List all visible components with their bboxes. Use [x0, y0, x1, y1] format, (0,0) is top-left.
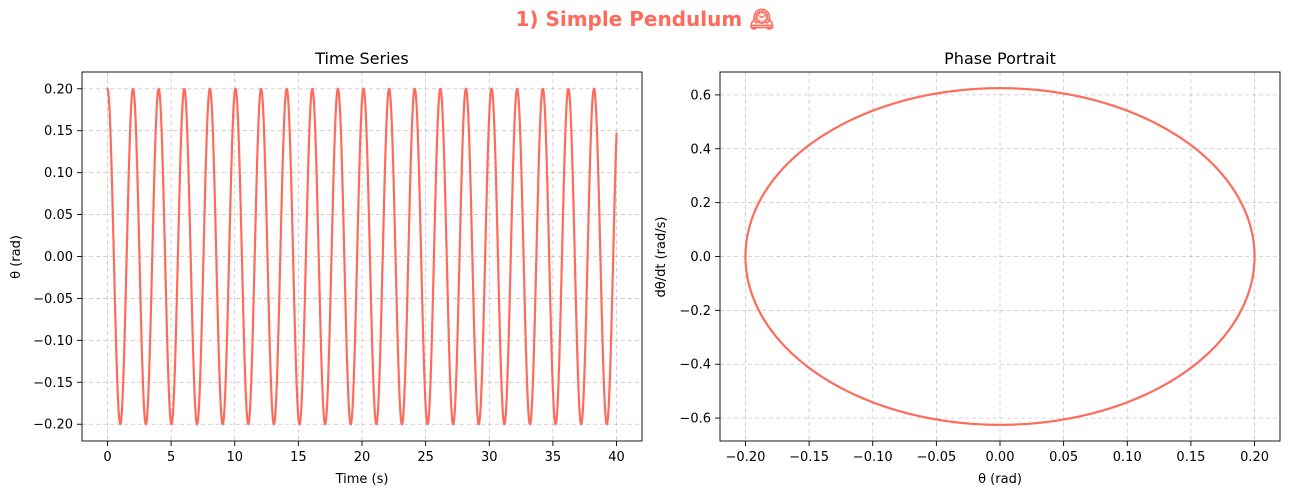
time-series-xtick-label-4: 20: [354, 450, 371, 465]
time-series-line-0: [106, 87, 618, 426]
phase-portrait-xtick-label-5: 0.05: [1049, 450, 1078, 465]
time-series-xtick-label-8: 40: [608, 450, 625, 465]
time-series-xlabel: Time (s): [335, 472, 389, 487]
time-series-ytick-label-6: 0.10: [44, 166, 73, 181]
phase-portrait-ylabel: dθ/dt (rad/s): [654, 217, 669, 298]
time-series-ytick-label-4: 0.00: [44, 250, 73, 265]
phase-portrait-title: Phase Portrait: [944, 49, 1056, 68]
phase-portrait-ytick-label-3: 0.0: [690, 250, 711, 265]
phase-portrait-xtick-label-2: −0.10: [853, 450, 893, 465]
phase-portrait-ytick-label-5: 0.4: [690, 142, 711, 157]
phase-portrait-ytick-label-0: −0.6: [679, 412, 711, 427]
time-series-xtick-label-1: 5: [167, 450, 175, 465]
time-series-axes: Time Series 0 5 10 15 20 25 30 35 40 −0.20 −0.15 −0…: [9, 49, 643, 487]
time-series-ytick-label-0: −0.20: [33, 418, 73, 433]
time-series-xtick-label-2: 10: [226, 450, 243, 465]
phase-portrait-ytick-label-6: 0.6: [690, 88, 711, 103]
phase-portrait-ytick-label-4: 0.2: [690, 196, 711, 211]
time-series-ytick-label-3: −0.05: [33, 292, 73, 307]
phase-portrait-xtick-label-6: 0.10: [1113, 450, 1142, 465]
phase-portrait-axes: Phase Portrait −0.20 −0.15 −0.10 −0.05 0.00 0…: [654, 49, 1281, 487]
phase-portrait-line-0: [744, 87, 1256, 426]
time-series-xtick-label-0: 0: [103, 450, 111, 465]
time-series-xtick-label-3: 15: [290, 450, 307, 465]
phase-portrait-xtick-label-3: −0.05: [916, 450, 956, 465]
time-series-ytick-label-7: 0.15: [44, 124, 73, 139]
phase-portrait-series: [744, 87, 1256, 426]
time-series-ylabel: θ (rad): [9, 235, 24, 279]
time-series-ytick-label-5: 0.05: [44, 208, 73, 223]
phase-portrait-ticks: −0.20 −0.15 −0.10 −0.05 0.00 0.05 0.10 0.15 0.20…: [679, 88, 1269, 465]
phase-portrait-xtick-label-8: 0.20: [1240, 450, 1269, 465]
phase-portrait-ytick-label-1: −0.4: [679, 358, 711, 373]
time-series-ytick-label-2: −0.10: [33, 334, 73, 349]
phase-portrait-xtick-label-0: −0.20: [726, 450, 766, 465]
time-series-ticks: 0 5 10 15 20 25 30 35 40 −0.20 −0.15 −0.10 −0.05 0.00…: [33, 82, 625, 465]
time-series-ytick-label-8: 0.20: [44, 82, 73, 97]
phase-portrait-ytick-label-2: −0.2: [679, 304, 711, 319]
phase-portrait-xlabel: θ (rad): [978, 472, 1022, 487]
phase-portrait-grid: [720, 72, 1280, 441]
phase-portrait-xtick-label-1: −0.15: [789, 450, 829, 465]
time-series-xtick-label-7: 35: [545, 450, 562, 465]
phase-portrait-xtick-label-4: 0.00: [986, 450, 1015, 465]
figure-title: 1) Simple Pendulum 🕰: [515, 7, 774, 31]
time-series-series: [106, 87, 618, 426]
time-series-ytick-label-1: −0.15: [33, 376, 73, 391]
time-series-xtick-label-5: 25: [417, 450, 434, 465]
time-series-title: Time Series: [314, 49, 408, 68]
time-series-xtick-label-6: 30: [481, 450, 498, 465]
phase-portrait-xtick-label-7: 0.15: [1176, 450, 1205, 465]
